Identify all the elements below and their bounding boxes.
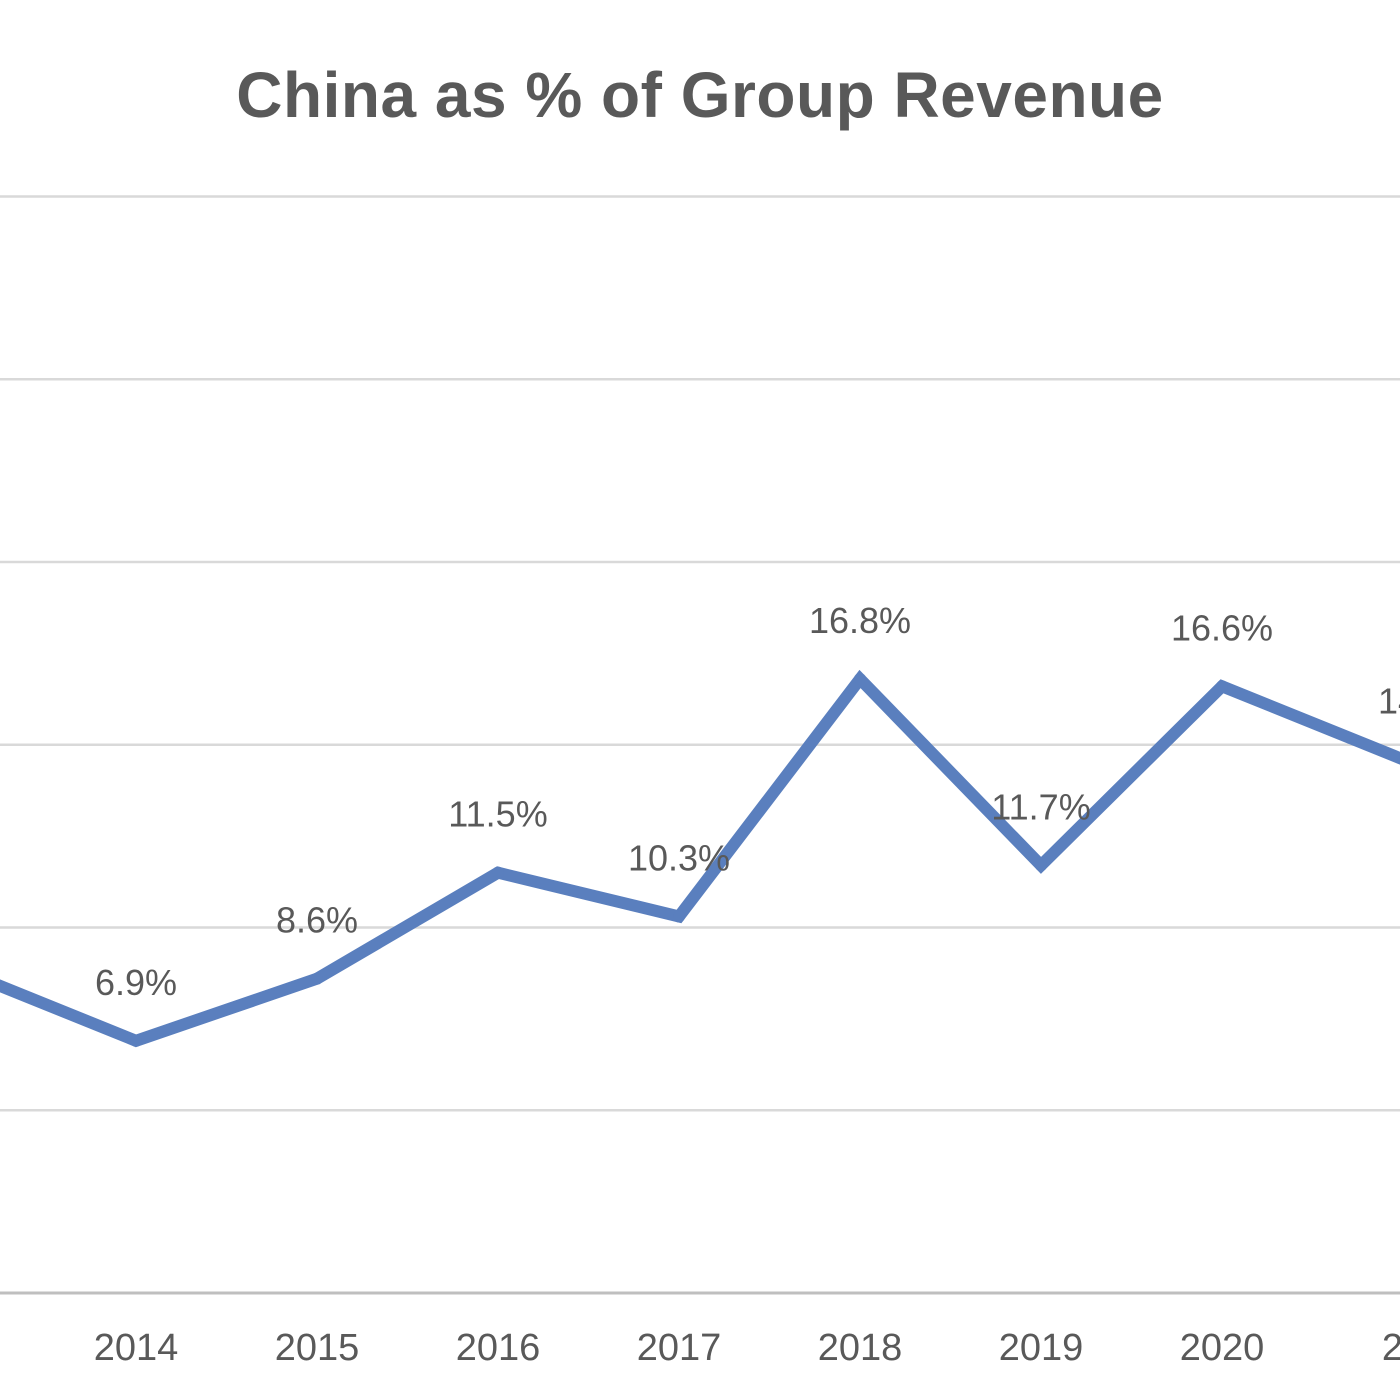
x-tick-2016: 2016 bbox=[456, 1327, 541, 1369]
data-point-2020 bbox=[1216, 680, 1228, 693]
x-tick-2014: 2014 bbox=[94, 1327, 179, 1369]
x-tick-labels: 201420152016201720182019202020 bbox=[94, 1327, 1400, 1369]
x-tick-2021: 20 bbox=[1382, 1327, 1400, 1369]
data-label-2014: 6.9% bbox=[95, 962, 177, 1003]
data-label-2018: 16.8% bbox=[809, 600, 911, 641]
data-point-2015 bbox=[311, 972, 323, 985]
data-point-2014 bbox=[130, 1034, 142, 1047]
x-tick-2019: 2019 bbox=[999, 1327, 1084, 1369]
data-point-2018 bbox=[854, 672, 866, 685]
x-tick-2020: 2020 bbox=[1180, 1327, 1265, 1369]
data-label-2021: 14. bbox=[1378, 680, 1400, 721]
data-label-2017: 10.3% bbox=[628, 838, 730, 879]
data-labels: 6.9% 8.6% 11.5% 10.3% 16.8% 11.7% 16.6% 14. bbox=[95, 600, 1400, 1047]
data-label-2015: 8.6% bbox=[276, 900, 358, 941]
gridlines bbox=[0, 195, 1400, 1112]
data-point-2016 bbox=[492, 866, 504, 879]
data-point-2017 bbox=[673, 910, 685, 923]
data-label-2020: 16.6% bbox=[1171, 607, 1273, 648]
x-tick-2018: 2018 bbox=[818, 1327, 903, 1369]
x-tick-2015: 2015 bbox=[275, 1327, 360, 1369]
x-tick-2017: 2017 bbox=[637, 1327, 722, 1369]
data-point-2021 bbox=[1397, 754, 1400, 765]
chart-title: China as % of Group Revenue bbox=[236, 59, 1164, 131]
data-label-2016: 11.5% bbox=[448, 794, 547, 835]
data-point-2019 bbox=[1035, 859, 1047, 872]
data-label-2019: 11.7% bbox=[991, 786, 1090, 827]
